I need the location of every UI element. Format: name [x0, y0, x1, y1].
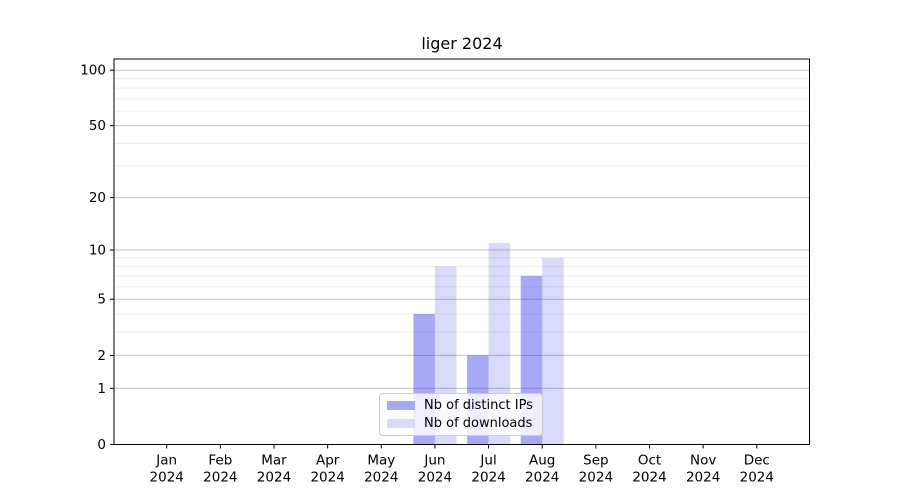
x-tick-label-year: 2024 [418, 470, 452, 486]
y-tick-label: 10 [89, 243, 106, 259]
x-tick-label-year: 2024 [525, 470, 559, 486]
x-tick-label-year: 2024 [364, 470, 398, 486]
x-tick-label-year: 2024 [150, 470, 184, 486]
legend-item-distinct-ips: Nb of distinct IPs [387, 398, 542, 413]
x-tick-label-month: Oct [638, 453, 661, 469]
y-tick-label: 5 [97, 292, 106, 308]
x-tick-label-month: May [367, 453, 395, 469]
chart-title: liger 2024 [421, 34, 503, 53]
x-tick-label-year: 2024 [310, 470, 344, 486]
legend-swatch-downloads [387, 419, 415, 428]
y-tick-label: 1 [97, 381, 106, 397]
x-tick-label-month: Apr [316, 453, 340, 469]
legend-label-downloads: Nb of downloads [424, 416, 533, 431]
x-tick-label-year: 2024 [203, 470, 237, 486]
legend: Nb of distinct IPs Nb of downloads [379, 393, 543, 436]
legend-label-distinct-ips: Nb of distinct IPs [424, 398, 533, 413]
bar-downloads-aug [542, 257, 564, 445]
x-tick-label-month: Mar [261, 453, 287, 469]
y-tick-label: 50 [89, 118, 106, 134]
x-tick-label-month: Sep [583, 453, 608, 469]
x-tick-label-month: Aug [529, 453, 555, 469]
legend-item-downloads: Nb of downloads [387, 416, 542, 431]
x-tick-label-month: Dec [744, 453, 770, 469]
x-tick-label-month: Jun [423, 453, 445, 469]
x-tick-label-month: Jan [155, 453, 177, 469]
x-tick-label-year: 2024 [579, 470, 613, 486]
x-tick-label-month: Feb [208, 453, 232, 469]
x-tick-label-year: 2024 [257, 470, 291, 486]
x-tick-label-month: Nov [690, 453, 716, 469]
y-tick-label: 100 [80, 63, 106, 79]
x-tick-label-month: Jul [479, 453, 496, 469]
plot-border [113, 58, 810, 445]
legend-swatch-distinct-ips [387, 401, 415, 410]
y-tick-label: 0 [97, 437, 106, 453]
y-tick-label: 2 [97, 348, 106, 364]
x-tick-label-year: 2024 [632, 470, 666, 486]
y-tick-label: 20 [89, 190, 106, 206]
x-tick-label-year: 2024 [686, 470, 720, 486]
x-tick-label-year: 2024 [740, 470, 774, 486]
x-tick-label-year: 2024 [471, 470, 505, 486]
